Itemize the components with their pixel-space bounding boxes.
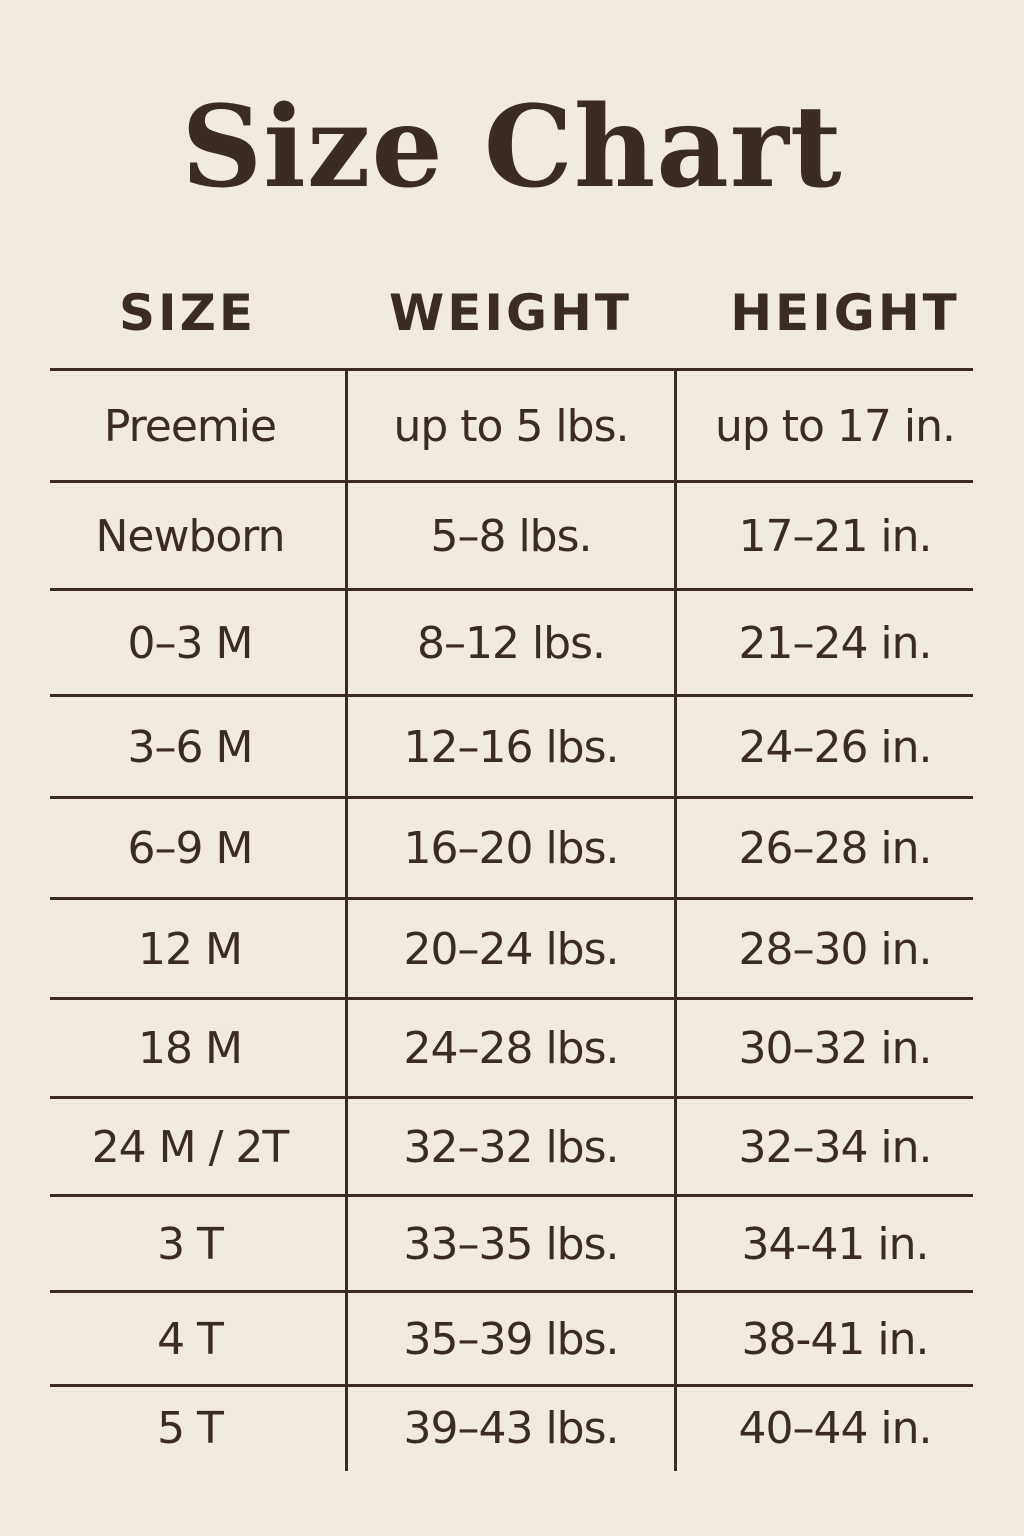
height-cell: 28–30 in. (738, 923, 932, 975)
height-cell: up to 17 in. (714, 400, 956, 452)
row-divider (50, 897, 973, 900)
page-title: Size Chart (181, 82, 843, 213)
weight-cell: 5–8 lbs. (430, 510, 592, 562)
header-size: SIZE (118, 284, 257, 342)
row-divider (50, 368, 973, 371)
size-cell: Newborn (95, 510, 285, 562)
weight-cell: up to 5 lbs. (393, 400, 629, 452)
row-divider (50, 796, 973, 799)
size-cell: 24 M / 2T (91, 1121, 290, 1173)
row-divider (50, 997, 973, 1000)
height-cell: 30–32 in. (738, 1023, 932, 1074)
height-cell: 40–44 in. (738, 1403, 932, 1454)
size-cell: 12 M (138, 923, 243, 975)
weight-cell: 12–16 lbs. (403, 721, 619, 773)
row-divider (50, 588, 973, 591)
size-cell: 3 T (157, 1218, 224, 1270)
row-divider (50, 1290, 973, 1293)
weight-cell: 39–43 lbs. (403, 1403, 619, 1454)
height-cell: 24–26 in. (738, 721, 932, 773)
height-cell: 26–28 in. (738, 823, 932, 874)
height-cell: 21–24 in. (738, 617, 932, 669)
size-cell: 18 M (138, 1023, 243, 1074)
header-height: HEIGHT (730, 284, 960, 342)
weight-cell: 16–20 lbs. (403, 823, 619, 874)
column-divider (345, 369, 348, 1471)
weight-cell: 8–12 lbs. (416, 617, 606, 669)
size-cell: 6–9 M (127, 823, 254, 874)
weight-cell: 35–39 lbs. (403, 1313, 619, 1365)
weight-cell: 33–35 lbs. (403, 1218, 619, 1270)
height-cell: 34-41 in. (741, 1218, 930, 1270)
size-cell: 0–3 M (127, 617, 254, 669)
height-cell: 32–34 in. (738, 1121, 932, 1173)
row-divider (50, 480, 973, 483)
weight-cell: 20–24 lbs. (403, 923, 619, 975)
height-cell: 38-41 in. (741, 1313, 930, 1365)
row-divider (50, 1194, 973, 1197)
column-divider (674, 369, 677, 1471)
header-weight: WEIGHT (389, 284, 632, 342)
size-cell: 5 T (157, 1403, 224, 1454)
row-divider (50, 1384, 973, 1387)
row-divider (50, 1096, 973, 1099)
height-cell: 17–21 in. (738, 510, 932, 562)
size-cell: Preemie (103, 400, 277, 452)
weight-cell: 32–32 lbs. (403, 1121, 619, 1173)
weight-cell: 24–28 lbs. (403, 1023, 619, 1074)
row-divider (50, 694, 973, 697)
size-cell: 3–6 M (127, 721, 254, 773)
size-cell: 4 T (157, 1313, 224, 1365)
